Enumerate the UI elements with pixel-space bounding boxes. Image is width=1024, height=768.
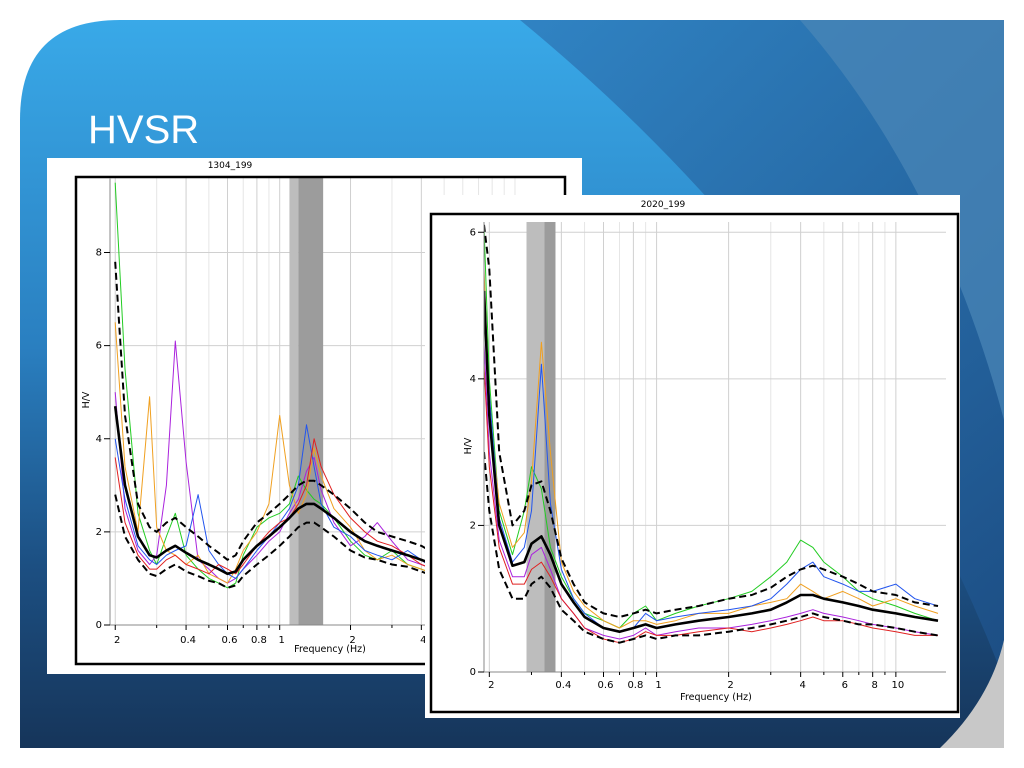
y-tick-label: 0 bbox=[470, 667, 476, 678]
y-tick-label: 6 bbox=[96, 341, 102, 352]
hvsr-curve bbox=[114, 438, 445, 575]
x-tick-label: 2 bbox=[114, 635, 120, 646]
chart-title: 2020_199 bbox=[641, 200, 686, 210]
x-tick-label: 1 bbox=[655, 680, 661, 691]
slide-swoosh bbox=[520, 20, 1004, 680]
y-tick-label: 8 bbox=[96, 248, 102, 259]
y-tick-label: 2 bbox=[96, 527, 102, 538]
hvsr-curve bbox=[484, 290, 939, 633]
x-tick-label: 10 bbox=[891, 680, 904, 691]
x-tick-label: 0.4 bbox=[180, 635, 196, 646]
x-tick-label: 8 bbox=[871, 680, 877, 691]
hvsr-curve bbox=[484, 224, 939, 618]
y-tick-label: 6 bbox=[470, 227, 476, 238]
hvsr-curve bbox=[484, 452, 939, 644]
x-axis-label: Frequency (Hz) bbox=[680, 692, 752, 703]
y-axis-label: H/V bbox=[463, 437, 474, 454]
x-tick-label: 0.8 bbox=[251, 635, 267, 646]
x-tick-label: 2 bbox=[488, 680, 494, 691]
plot-frame bbox=[429, 212, 960, 714]
hvsr-curve bbox=[114, 340, 445, 584]
chart-title: 1304_199 bbox=[208, 161, 253, 171]
x-tick-label: 0.4 bbox=[555, 680, 571, 691]
x-tick-label: 2 bbox=[727, 680, 733, 691]
hvsr-curve bbox=[484, 364, 938, 644]
y-tick-label: 4 bbox=[96, 434, 102, 445]
x-tick-label: 6 bbox=[842, 680, 848, 691]
x-tick-label: 0.6 bbox=[222, 635, 238, 646]
x-tick-label: 1 bbox=[279, 635, 285, 646]
hvsr-curve bbox=[484, 268, 939, 629]
x-tick-label: 0.6 bbox=[598, 680, 614, 691]
hvsr-curve bbox=[114, 261, 445, 561]
y-tick-label: 4 bbox=[470, 374, 476, 385]
x-tick-label: 2 bbox=[349, 635, 355, 646]
peak-band bbox=[298, 178, 324, 625]
hvsr-curve bbox=[113, 406, 445, 576]
y-tick-label: 0 bbox=[96, 620, 102, 631]
hvsr-curve bbox=[484, 305, 939, 633]
x-tick-label: 4 bbox=[799, 680, 805, 691]
slide-swoosh-light bbox=[800, 20, 1004, 420]
x-axis-label: Frequency (Hz) bbox=[294, 644, 366, 655]
slide-title: HVSR bbox=[88, 108, 199, 152]
chart-panel: 0 2 4 6 2 0.4 0.6 0.8 1 2 4 6 8 10 2020_199 Frequency (… bbox=[425, 195, 960, 718]
x-tick-label: 0.8 bbox=[627, 680, 643, 691]
peak-band bbox=[289, 178, 299, 625]
y-axis-label: H/V bbox=[81, 391, 92, 408]
panel-background bbox=[425, 195, 960, 718]
x-tick-label: 4 bbox=[420, 635, 426, 646]
slide-corner bbox=[940, 640, 1004, 748]
y-tick-label: 2 bbox=[470, 520, 476, 531]
plot-area bbox=[484, 222, 946, 672]
